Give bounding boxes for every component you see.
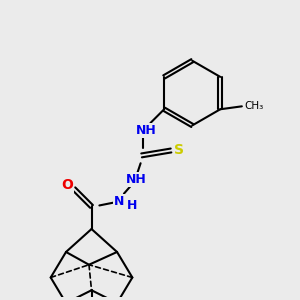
Text: H: H	[127, 199, 137, 212]
Text: O: O	[61, 178, 73, 192]
Text: CH₃: CH₃	[245, 101, 264, 111]
Text: S: S	[174, 143, 184, 158]
Text: NH: NH	[136, 124, 157, 137]
Text: NH: NH	[126, 173, 147, 186]
Text: N: N	[114, 195, 124, 208]
